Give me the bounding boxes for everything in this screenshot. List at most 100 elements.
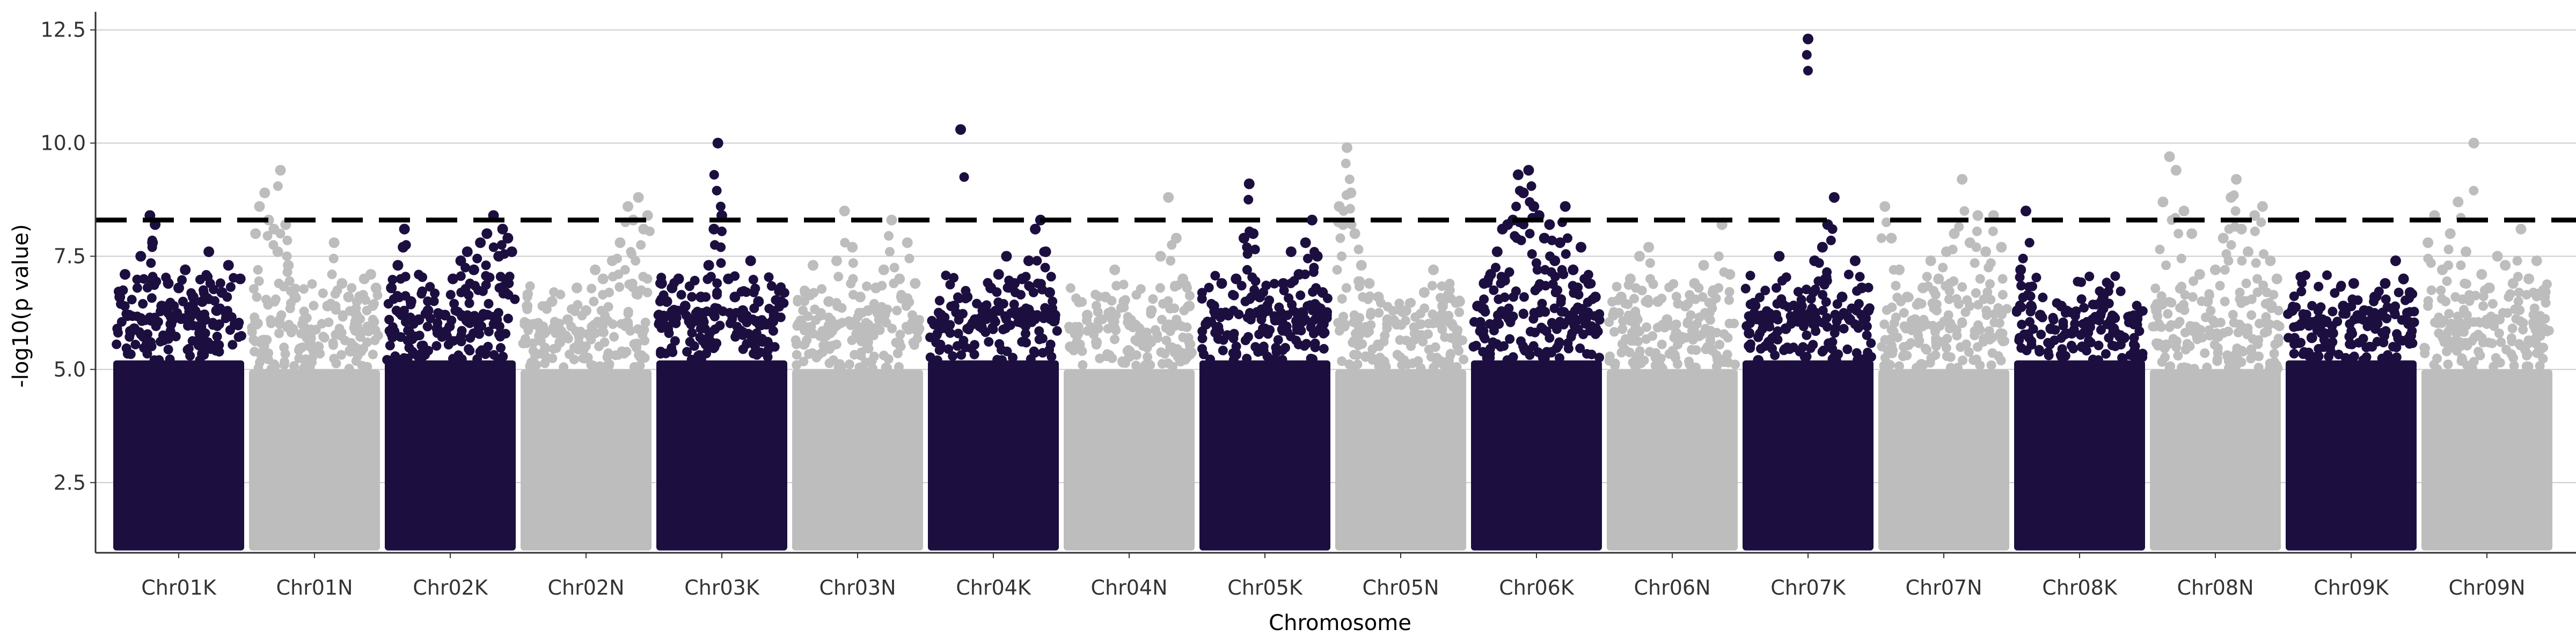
data-point [1817, 241, 1828, 253]
data-point [2253, 352, 2264, 362]
data-point [948, 301, 960, 312]
data-point [138, 274, 149, 284]
data-point [2255, 318, 2265, 328]
data-point [1037, 333, 1048, 343]
data-point [1886, 325, 1897, 335]
data-point [836, 362, 846, 372]
data-point [1479, 294, 1489, 304]
dense-points-block [521, 369, 652, 551]
data-point [1971, 242, 1981, 252]
data-point [147, 293, 157, 303]
data-point [1772, 299, 1782, 309]
data-point [2043, 347, 2053, 357]
data-point [567, 304, 577, 314]
data-point [1973, 320, 1984, 330]
data-point [1040, 262, 1050, 273]
data-point [1284, 293, 1294, 303]
data-point [2186, 228, 2198, 239]
data-point [661, 296, 672, 307]
data-point [2036, 330, 2046, 340]
data-point [2539, 291, 2550, 303]
data-point [1197, 294, 1207, 304]
data-point [2265, 319, 2275, 330]
data-point [347, 283, 357, 293]
data-point [748, 275, 758, 285]
data-point [1612, 282, 1622, 292]
data-point [2129, 346, 2140, 357]
data-point [942, 323, 953, 334]
data-point [749, 287, 759, 297]
x-tick-label: Chr01N [276, 576, 353, 599]
data-point [188, 308, 198, 318]
data-point [2189, 364, 2199, 374]
data-point [1236, 281, 1247, 291]
data-point [510, 294, 520, 304]
data-point [2445, 228, 2456, 239]
data-point [2423, 301, 2433, 311]
data-point [1930, 290, 1941, 300]
data-point [1891, 312, 1901, 323]
data-point [1218, 335, 1228, 345]
data-point [1575, 343, 1585, 353]
data-point [824, 312, 834, 323]
data-point [1724, 295, 1734, 305]
data-point [431, 323, 443, 334]
data-point [1512, 169, 1524, 180]
data-point [529, 319, 540, 330]
data-point [1568, 264, 1579, 275]
data-point [1917, 282, 1928, 294]
data-point [1505, 334, 1515, 344]
data-point [1435, 356, 1445, 366]
data-point [2223, 255, 2234, 266]
data-point [2330, 288, 2340, 298]
data-point [2168, 334, 2178, 344]
data-point [1591, 323, 1601, 333]
data-point [1849, 255, 1861, 266]
data-point [290, 283, 301, 294]
data-point [1711, 361, 1722, 371]
data-point [2484, 282, 2495, 294]
data-point [562, 314, 573, 325]
data-point [2226, 240, 2236, 250]
data-point [1373, 291, 1384, 303]
data-point [2398, 273, 2409, 284]
data-point [2024, 238, 2035, 248]
data-point [1687, 326, 1697, 336]
data-point [504, 279, 514, 289]
data-point [1437, 281, 1447, 291]
data-point [1246, 314, 1256, 325]
data-point [1182, 283, 1192, 293]
data-point [1822, 267, 1832, 277]
data-point [2229, 190, 2239, 200]
data-point [1254, 291, 1265, 303]
data-point [2038, 292, 2048, 303]
data-point [1007, 353, 1018, 363]
data-point [589, 320, 599, 330]
data-point [1091, 336, 1102, 348]
data-point [1300, 269, 1310, 280]
data-point [1957, 282, 1967, 292]
data-point [1975, 274, 1985, 284]
data-point [416, 289, 427, 299]
data-point [399, 223, 410, 235]
data-point [272, 246, 283, 258]
data-point [236, 331, 246, 341]
data-point [328, 253, 339, 264]
x-tick-label: Chr06K [1499, 576, 1575, 599]
data-point [525, 281, 535, 291]
data-point [1261, 280, 1271, 290]
data-point [2118, 332, 2129, 343]
data-point [847, 335, 857, 346]
data-point [1623, 310, 1634, 320]
data-point [1479, 278, 1490, 289]
data-point [250, 347, 260, 357]
data-point [2000, 336, 2010, 346]
data-point [430, 288, 440, 298]
data-point [2025, 301, 2037, 312]
data-point [1549, 255, 1561, 266]
data-point [2264, 364, 2274, 374]
data-point [633, 192, 644, 203]
data-point [1040, 303, 1050, 313]
data-point [1701, 324, 1711, 334]
data-point [187, 336, 197, 346]
